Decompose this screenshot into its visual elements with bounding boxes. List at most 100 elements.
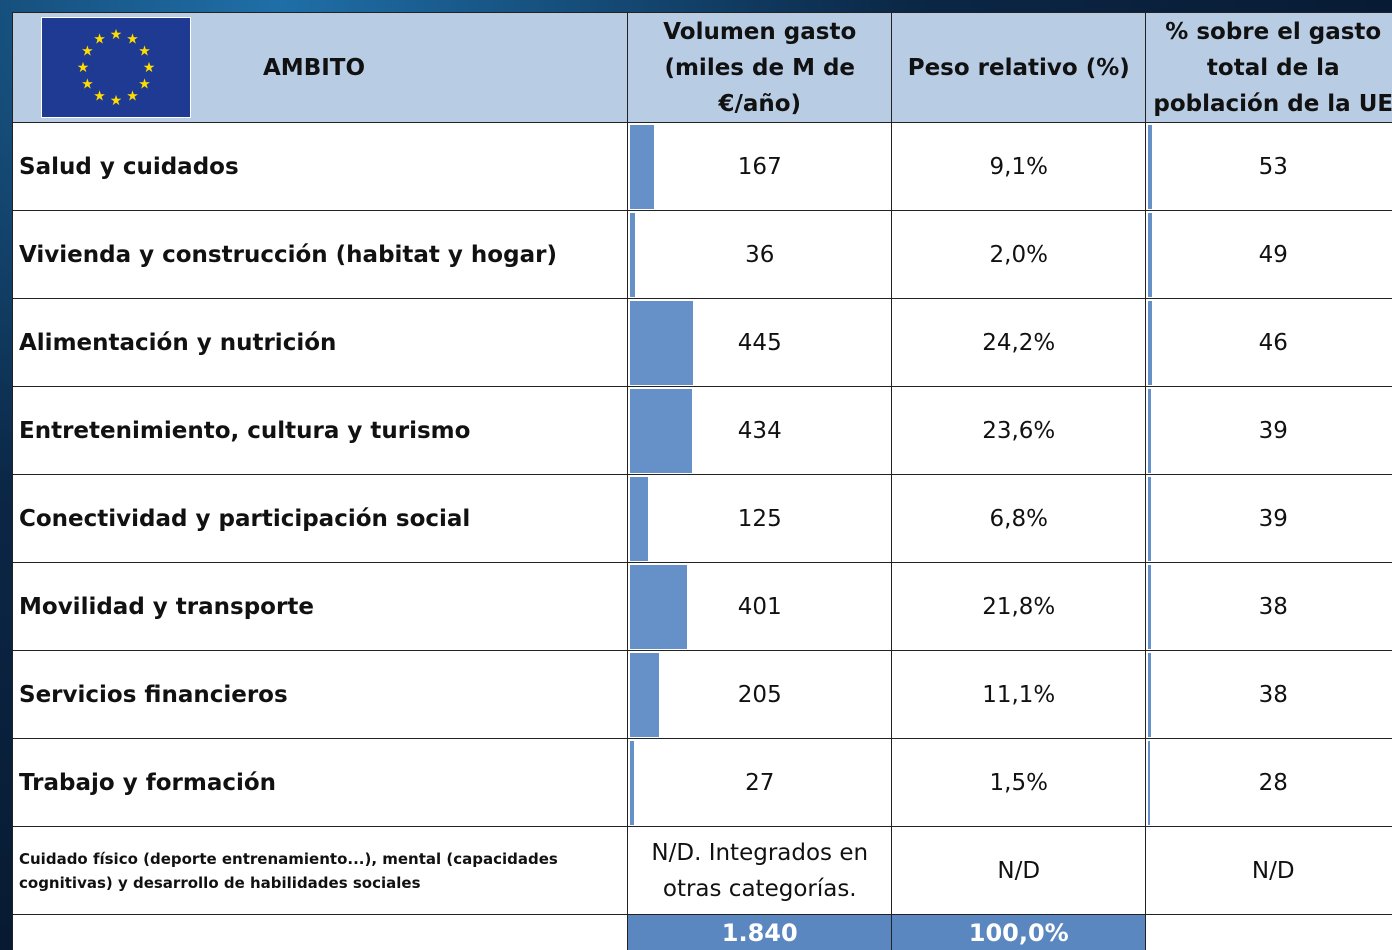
row-label-text: Alimentación y nutrición: [19, 329, 337, 356]
value-text: 38: [1258, 593, 1288, 620]
svg-text:★: ★: [126, 31, 139, 47]
value-cell: 38: [1145, 650, 1392, 740]
value-text: 38: [1258, 681, 1288, 708]
row-label: Movilidad y transporte: [12, 562, 629, 652]
data-bar: [1148, 565, 1152, 649]
svg-text:★: ★: [81, 77, 94, 93]
value-text: 167: [737, 153, 782, 180]
svg-text:★: ★: [93, 89, 106, 105]
header-text: AMBITO: [263, 54, 366, 81]
value-cell: 1,5%: [891, 738, 1147, 828]
value-text: 24,2%: [982, 329, 1056, 356]
value-text: 36: [745, 241, 775, 268]
value-cell: 39: [1145, 386, 1392, 476]
value-text: 1,5%: [989, 769, 1048, 796]
svg-text:★: ★: [81, 44, 94, 60]
row-label-text: Cuidado físico (deporte entrenamiento...…: [19, 849, 558, 892]
row-label-text: Servicios financieros: [19, 681, 288, 708]
row-label-text: Trabajo y formación: [19, 769, 277, 796]
data-bar: [1148, 477, 1152, 561]
row-label-text: Vivienda y construcción (habitat y hogar…: [19, 241, 557, 268]
value-text: 39: [1258, 417, 1288, 444]
data-bar: [630, 741, 634, 825]
value-cell: 205: [627, 650, 893, 740]
value-text: 6,8%: [989, 505, 1048, 532]
data-bar: [630, 565, 688, 649]
value-text: N/D: [1251, 857, 1295, 884]
data-bar: [1148, 741, 1151, 825]
value-cell: 9,1%: [891, 122, 1147, 212]
header-text: % sobre el gasto total de la población d…: [1153, 18, 1392, 117]
value-cell: 167: [627, 122, 893, 212]
svg-text:★: ★: [143, 60, 156, 76]
value-cell: 46: [1145, 298, 1392, 388]
value-cell: 6,8%: [891, 474, 1147, 564]
header-cell: ★ ★ ★ ★ ★ ★ ★ ★ ★ ★ ★ ★ AMBITO: [12, 12, 629, 123]
row-label: Entretenimiento, cultura y turismo: [12, 386, 629, 476]
value-text: 46: [1258, 329, 1288, 356]
data-bar: [630, 477, 648, 561]
data-bar: [1148, 301, 1152, 385]
value-cell: 434: [627, 386, 893, 476]
row-label: Conectividad y participación social: [12, 474, 629, 564]
value-cell: 49: [1145, 210, 1392, 300]
svg-text:★: ★: [126, 89, 139, 105]
value-text: 205: [737, 681, 782, 708]
data-bar: [1148, 213, 1152, 297]
total-cell: 100,0%: [891, 914, 1147, 950]
value-cell: 27: [627, 738, 893, 828]
value-text: N/D: [997, 857, 1041, 884]
value-text: 28: [1258, 769, 1288, 796]
value-cell: 401: [627, 562, 893, 652]
row-label: Vivienda y construcción (habitat y hogar…: [12, 210, 629, 300]
header-text: Peso relativo (%): [907, 54, 1130, 81]
data-bar: [1148, 389, 1152, 473]
svg-text:★: ★: [77, 60, 90, 76]
value-text: N/D. Integrados en otras categorías.: [651, 839, 869, 902]
value-cell: 125: [627, 474, 893, 564]
value-cell: 21,8%: [891, 562, 1147, 652]
data-bar: [1148, 125, 1153, 209]
value-cell: 11,1%: [891, 650, 1147, 740]
value-cell: 24,2%: [891, 298, 1147, 388]
value-cell: 53: [1145, 122, 1392, 212]
row-label: Alimentación y nutrición: [12, 298, 629, 388]
data-bar: [630, 653, 660, 737]
value-cell: N/D: [891, 826, 1147, 916]
eu-flag: ★ ★★★★★★★★★★★: [41, 17, 191, 118]
total-text: 1.840: [721, 919, 798, 947]
value-text: 434: [737, 417, 782, 444]
value-text: 445: [737, 329, 782, 356]
svg-text:★: ★: [93, 31, 106, 47]
value-text: 125: [737, 505, 782, 532]
svg-text:★: ★: [138, 77, 151, 93]
value-cell: 39: [1145, 474, 1392, 564]
value-text: 39: [1258, 505, 1288, 532]
value-cell: 2,0%: [891, 210, 1147, 300]
data-bar: [630, 213, 636, 297]
value-text: 9,1%: [989, 153, 1048, 180]
value-cell: 23,6%: [891, 386, 1147, 476]
row-label-text: Conectividad y participación social: [19, 505, 471, 532]
svg-text:★: ★: [138, 44, 151, 60]
total-blank: [12, 914, 629, 950]
data-bar: [630, 389, 692, 473]
header-cell: % sobre el gasto total de la población d…: [1145, 12, 1392, 123]
value-cell: 445: [627, 298, 893, 388]
total-blank: [1145, 914, 1392, 950]
total-text: 100,0%: [968, 919, 1069, 947]
value-cell: N/D: [1145, 826, 1392, 916]
row-label-text: Entretenimiento, cultura y turismo: [19, 417, 471, 444]
value-text: 2,0%: [989, 241, 1048, 268]
row-label: Salud y cuidados: [12, 122, 629, 212]
value-cell: 28: [1145, 738, 1392, 828]
value-text: 53: [1258, 153, 1288, 180]
svg-text:★: ★: [110, 93, 123, 109]
value-text: 11,1%: [982, 681, 1056, 708]
row-label-text: Salud y cuidados: [19, 153, 239, 180]
value-text: 401: [737, 593, 782, 620]
value-text: 27: [745, 769, 775, 796]
value-text: 21,8%: [982, 593, 1056, 620]
row-label: Trabajo y formación: [12, 738, 629, 828]
